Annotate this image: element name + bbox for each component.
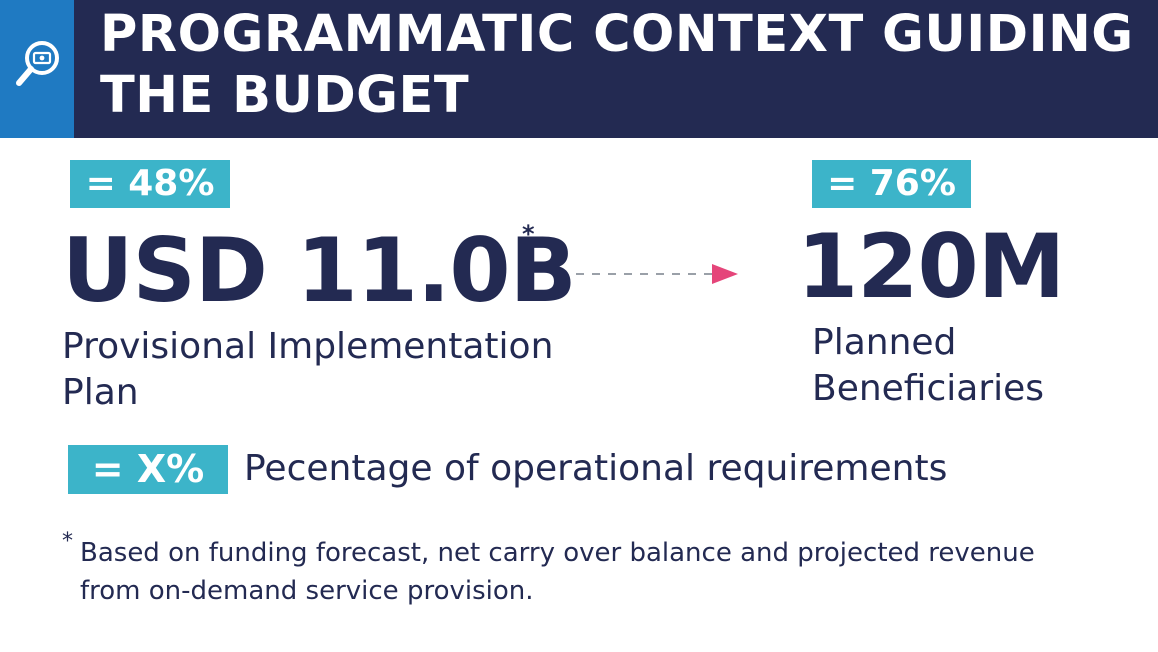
header-banner: PROGRAMMATIC CONTEXT GUIDING THE BUDGET [0,0,1158,138]
beneficiaries-value: 120M [797,215,1065,318]
footnote-text: Based on funding forecast, net carry ove… [80,538,1035,606]
beneficiaries-label: Planned Beneficiaries [812,322,1045,409]
budget-value: USD 11.0B [62,219,577,322]
icon-panel [0,0,74,138]
budget-percentage-badge: = 48% [70,160,230,208]
footnote-asterisk: * [62,529,73,554]
legend-text: Pecentage of operational requirements [244,448,948,489]
legend-badge: = X% [68,445,228,494]
page-title: PROGRAMMATIC CONTEXT GUIDING THE BUDGET [100,5,1134,125]
magnifier-money-icon [16,41,59,86]
dashed-arrow-right-icon [576,264,738,284]
beneficiaries-percentage-badge: = 76% [812,160,971,208]
budget-label: Provisional Implementation Plan [62,326,554,413]
budget-asterisk: * [522,220,535,248]
